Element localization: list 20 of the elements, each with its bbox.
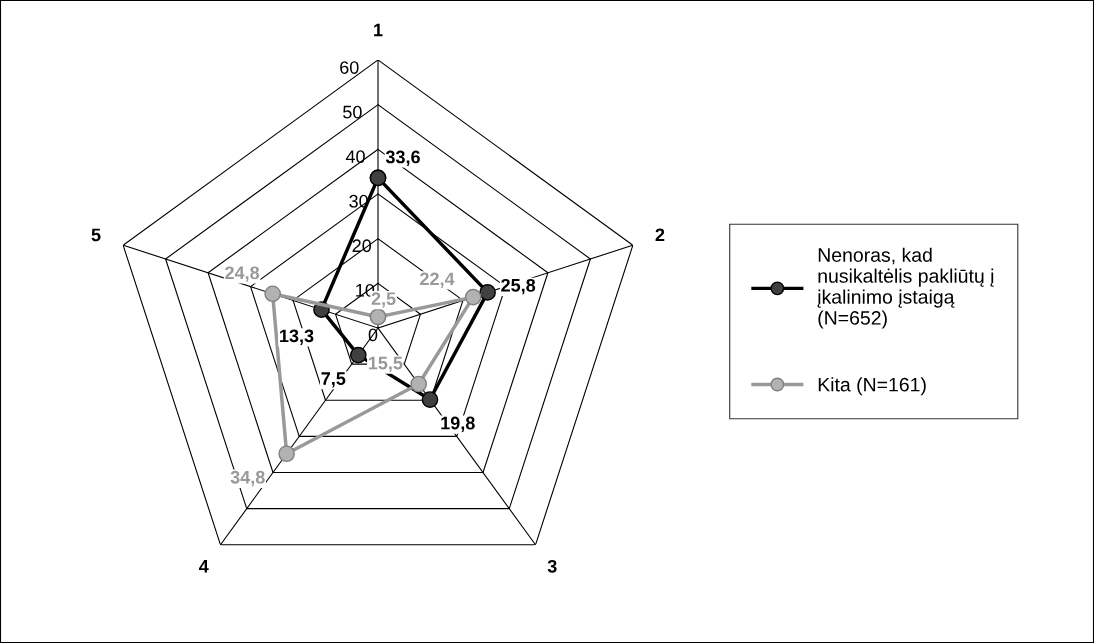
y-tick-label: 40 xyxy=(345,150,365,164)
y-tick-label: 20 xyxy=(352,239,372,253)
spoke-label: 4 xyxy=(198,560,209,573)
data-label: 13,3 xyxy=(280,329,314,345)
y-tick-label: 60 xyxy=(340,61,359,74)
spoke-label: 2 xyxy=(655,228,665,242)
data-label: 19,8 xyxy=(441,416,475,433)
data-label: 25,8 xyxy=(501,278,536,295)
data-label: 24,8 xyxy=(225,266,260,282)
data-label: 7,5 xyxy=(321,372,346,388)
data-label: 33,6 xyxy=(385,150,420,166)
y-tick-label: 50 xyxy=(343,105,362,119)
data-label: 15,5 xyxy=(368,356,403,373)
data-label: 22,4 xyxy=(420,272,455,288)
legend-label: Nenoras, kad nusikaltėlis pakliūtų į įkalinimo įstaigą (N=652) xyxy=(817,247,994,329)
spoke-label: 5 xyxy=(91,228,101,242)
data-label: 34,8 xyxy=(230,470,265,487)
spoke-label: 3 xyxy=(547,559,557,573)
spoke-label: 1 xyxy=(374,23,383,37)
legend-label: Kita (N=161) xyxy=(818,377,926,396)
